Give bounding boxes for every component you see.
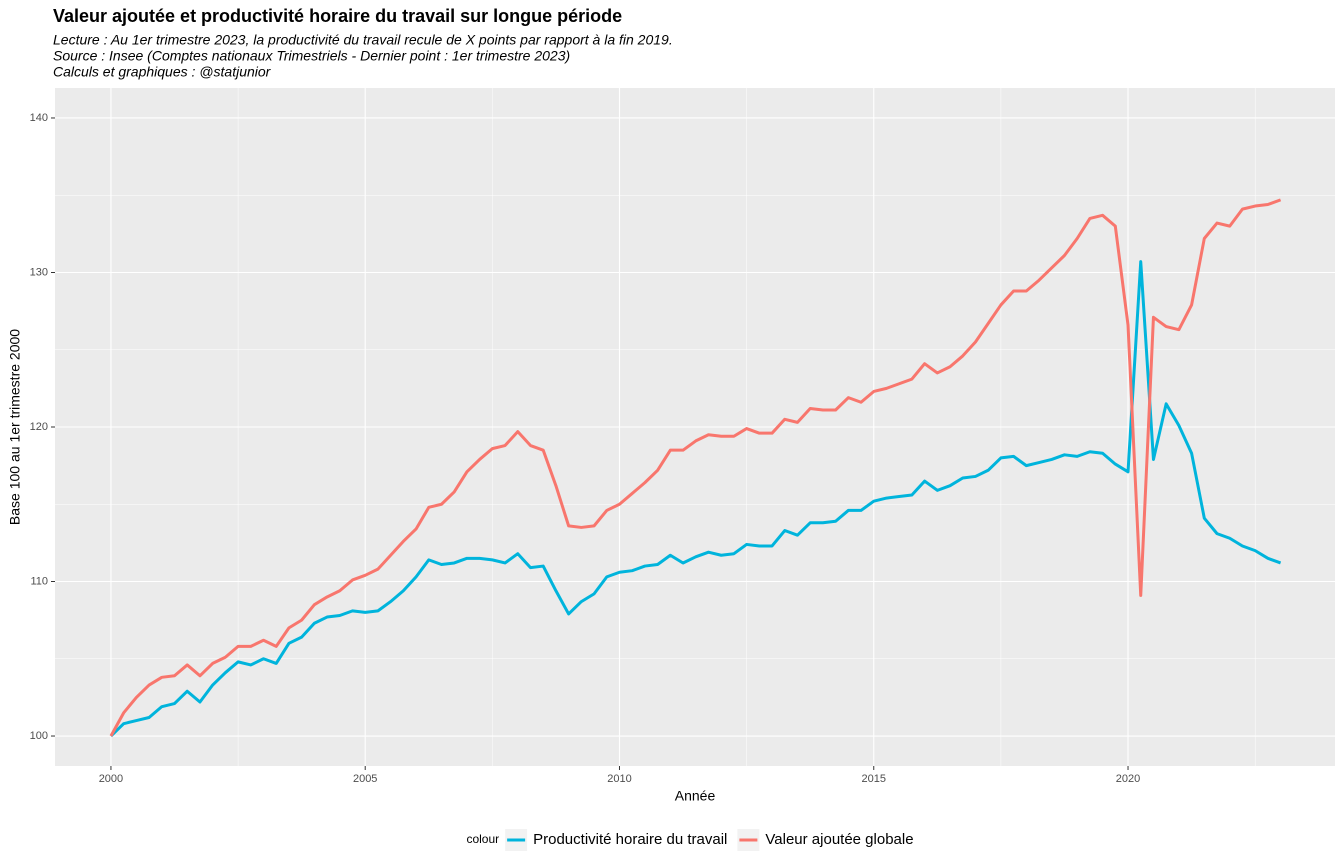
legend-title: colour [466, 832, 499, 846]
y-tick-label: 130 [30, 266, 48, 278]
y-axis-title: Base 100 au 1er trimestre 2000 [7, 329, 23, 525]
x-tick-label: 2020 [1116, 773, 1140, 785]
y-tick-label: 110 [30, 575, 48, 587]
chart-subtitle: Lecture : Au 1er trimestre 2023, la prod… [53, 32, 673, 48]
x-tick-label: 2005 [353, 773, 377, 785]
chart-subtitle: Source : Insee (Comptes nationaux Trimes… [53, 48, 570, 64]
y-tick-label: 100 [30, 730, 48, 742]
x-tick-label: 2010 [607, 773, 631, 785]
legend-label: Productivité horaire du travail [533, 831, 727, 848]
legend-label: Valeur ajoutée globale [765, 831, 913, 848]
y-tick-label: 140 [30, 112, 48, 124]
data-line [109, 198, 1282, 737]
x-tick-label: 2015 [862, 773, 886, 785]
x-axis-title: Année [675, 788, 716, 804]
x-tick-label: 2000 [99, 773, 123, 785]
data-line [109, 260, 1282, 738]
chart-subtitle: Calculs et graphiques : @statjunior [53, 64, 272, 80]
y-tick-label: 120 [30, 421, 48, 433]
chart-title: Valeur ajoutée et productivité horaire d… [53, 6, 622, 26]
